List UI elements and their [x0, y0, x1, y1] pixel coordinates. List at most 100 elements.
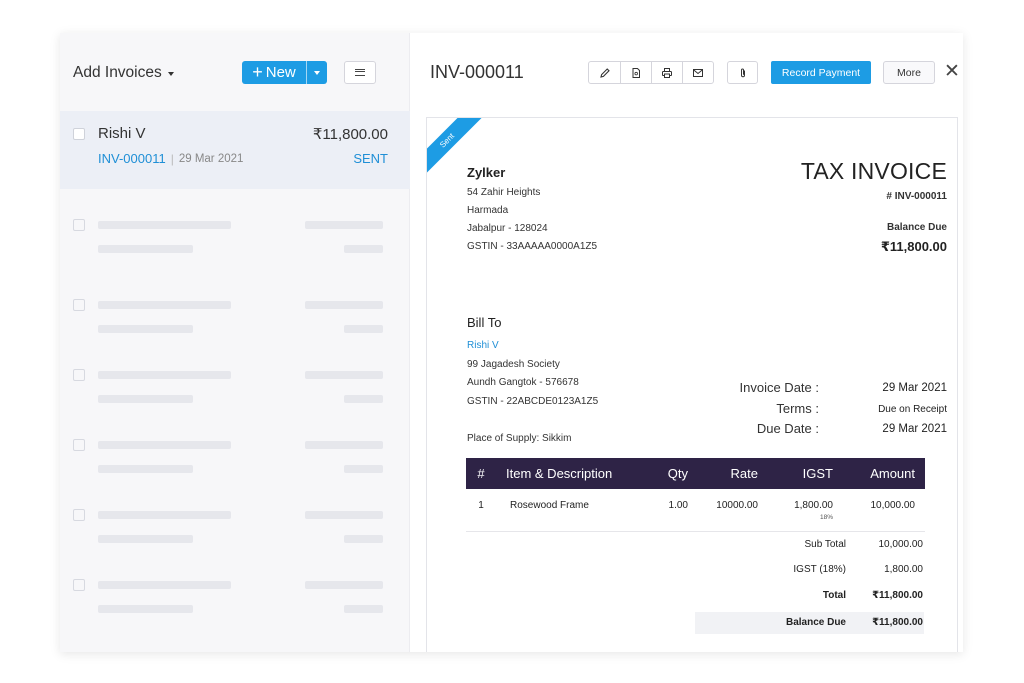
skeleton-line [98, 325, 193, 333]
skeleton-line [344, 245, 383, 253]
plus-icon: + [252, 61, 263, 82]
new-invoice-button[interactable]: + New [242, 61, 306, 84]
balance-due-label: Balance Due [886, 222, 947, 233]
cell-rate: 10000.00 [698, 489, 768, 532]
col-header: Item & Description [496, 458, 648, 489]
customer-name: Rishi V [98, 125, 146, 142]
list-item-placeholder [60, 299, 410, 369]
skeleton-line [98, 371, 231, 379]
col-header: Qty [648, 458, 698, 489]
skeleton-line [344, 535, 383, 543]
invoice-amount: ₹11,800.00 [312, 126, 388, 143]
igst-amount: 1,800.00 [794, 500, 833, 511]
meta-divider: | [170, 151, 174, 166]
col-header: IGST [768, 458, 843, 489]
skeleton-line [305, 221, 383, 229]
invoice-detail-panel: INV-000011 Record Payment More ✕ Sent [410, 33, 963, 652]
line-items-table: # Item & Description Qty Rate IGST Amoun… [466, 458, 925, 532]
col-header: # [466, 458, 496, 489]
sub-total-label: Sub Total [804, 539, 846, 550]
skeleton-line [344, 325, 383, 333]
chevron-down-icon [167, 72, 174, 76]
list-title: Add Invoices [73, 64, 162, 81]
invoice-app: Add Invoices + New Rishi V ₹11,800.00 [60, 33, 963, 652]
skeleton-line [98, 511, 231, 519]
invoice-list-panel: Add Invoices + New Rishi V ₹11,800.00 [60, 33, 410, 652]
balance-due-total-label: Balance Due [785, 617, 846, 628]
status-badge: SENT [353, 151, 388, 166]
place-of-supply: Place of Supply: Sikkim [467, 433, 572, 444]
attach-button[interactable] [727, 61, 758, 84]
skeleton-line [344, 605, 383, 613]
list-item-placeholder [60, 579, 410, 649]
cell-igst: 1,800.00 18% [768, 489, 843, 532]
row-checkbox[interactable] [73, 219, 85, 231]
igst-total-value: 1,800.00 [884, 564, 923, 575]
list-item-placeholder [60, 509, 410, 579]
org-address-line3: Jabalpur - 128024 [467, 223, 548, 234]
print-button[interactable] [651, 62, 682, 83]
skeleton-line [98, 395, 193, 403]
row-checkbox[interactable] [73, 128, 85, 140]
due-date-label: Due Date : [756, 421, 819, 436]
list-header: Add Invoices + New [60, 33, 410, 111]
list-item-placeholder [60, 219, 410, 289]
list-item-active[interactable]: Rishi V ₹11,800.00 INV-000011 | 29 Mar 2… [60, 111, 410, 189]
row-checkbox[interactable] [73, 439, 85, 451]
cell-num: 1 [466, 489, 496, 532]
pdf-button[interactable] [620, 62, 651, 83]
skeleton-line [98, 301, 231, 309]
skeleton-line [305, 441, 383, 449]
row-checkbox[interactable] [73, 299, 85, 311]
invoice-date-label: Invoice Date : [739, 380, 820, 395]
skeleton-line [305, 511, 383, 519]
bill-to-address-line2: Aundh Gangtok - 576678 [467, 377, 579, 388]
edit-button[interactable] [589, 62, 620, 83]
total-value: ₹11,800.00 [872, 590, 923, 601]
due-date-value: 29 Mar 2021 [882, 423, 947, 435]
skeleton-line [344, 465, 383, 473]
document-number: # INV-000011 [886, 191, 947, 202]
document-title: TAX INVOICE [800, 158, 947, 184]
row-checkbox[interactable] [73, 579, 85, 591]
page-title: INV-000011 [430, 62, 524, 82]
skeleton-line [344, 395, 383, 403]
row-checkbox[interactable] [73, 369, 85, 381]
skeleton-line [98, 245, 193, 253]
org-address-line2: Harmada [467, 205, 509, 216]
col-header: Rate [698, 458, 768, 489]
org-address-line1: 54 Zahir Heights [467, 187, 541, 198]
igst-percent: 18% [819, 514, 833, 521]
org-name: Zylker [467, 165, 506, 180]
invoice-document: Sent Zylker 54 Zahir Heights Harmada Jab… [426, 117, 958, 652]
email-button[interactable] [682, 62, 713, 83]
skeleton-line [98, 441, 231, 449]
list-menu-button[interactable] [344, 61, 376, 84]
table-row: 1 Rosewood Frame 1.00 10000.00 1,800.00 … [466, 489, 925, 532]
list-item-placeholder [60, 369, 410, 439]
chevron-down-icon [314, 70, 320, 75]
more-button[interactable]: More [883, 61, 935, 84]
org-gstin: GSTIN - 33AAAAA0000A1Z5 [467, 241, 598, 252]
skeleton-line [305, 581, 383, 589]
skeleton-line [98, 465, 193, 473]
balance-due-total-value: ₹11,800.00 [872, 617, 923, 628]
bill-to-heading: Bill To [467, 315, 502, 330]
skeleton-line [305, 301, 383, 309]
bill-to-customer-link[interactable]: Rishi V [467, 340, 499, 351]
print-icon [662, 67, 672, 78]
pdf-icon [632, 67, 640, 78]
row-checkbox[interactable] [73, 509, 85, 521]
new-options-dropdown[interactable] [306, 61, 327, 84]
sub-total-value: 10,000.00 [878, 539, 924, 550]
invoice-number-link[interactable]: INV-000011 [98, 151, 166, 166]
cell-amount: 10,000.00 [843, 489, 925, 532]
cell-qty: 1.00 [648, 489, 698, 532]
invoice-view-dropdown[interactable]: Add Invoices [73, 64, 174, 82]
total-label: Total [822, 590, 846, 601]
igst-total-label: IGST (18%) [793, 564, 846, 575]
cell-item: Rosewood Frame [496, 489, 648, 532]
record-payment-button[interactable]: Record Payment [771, 61, 871, 84]
close-icon[interactable]: ✕ [944, 61, 960, 82]
skeleton-line [98, 605, 193, 613]
